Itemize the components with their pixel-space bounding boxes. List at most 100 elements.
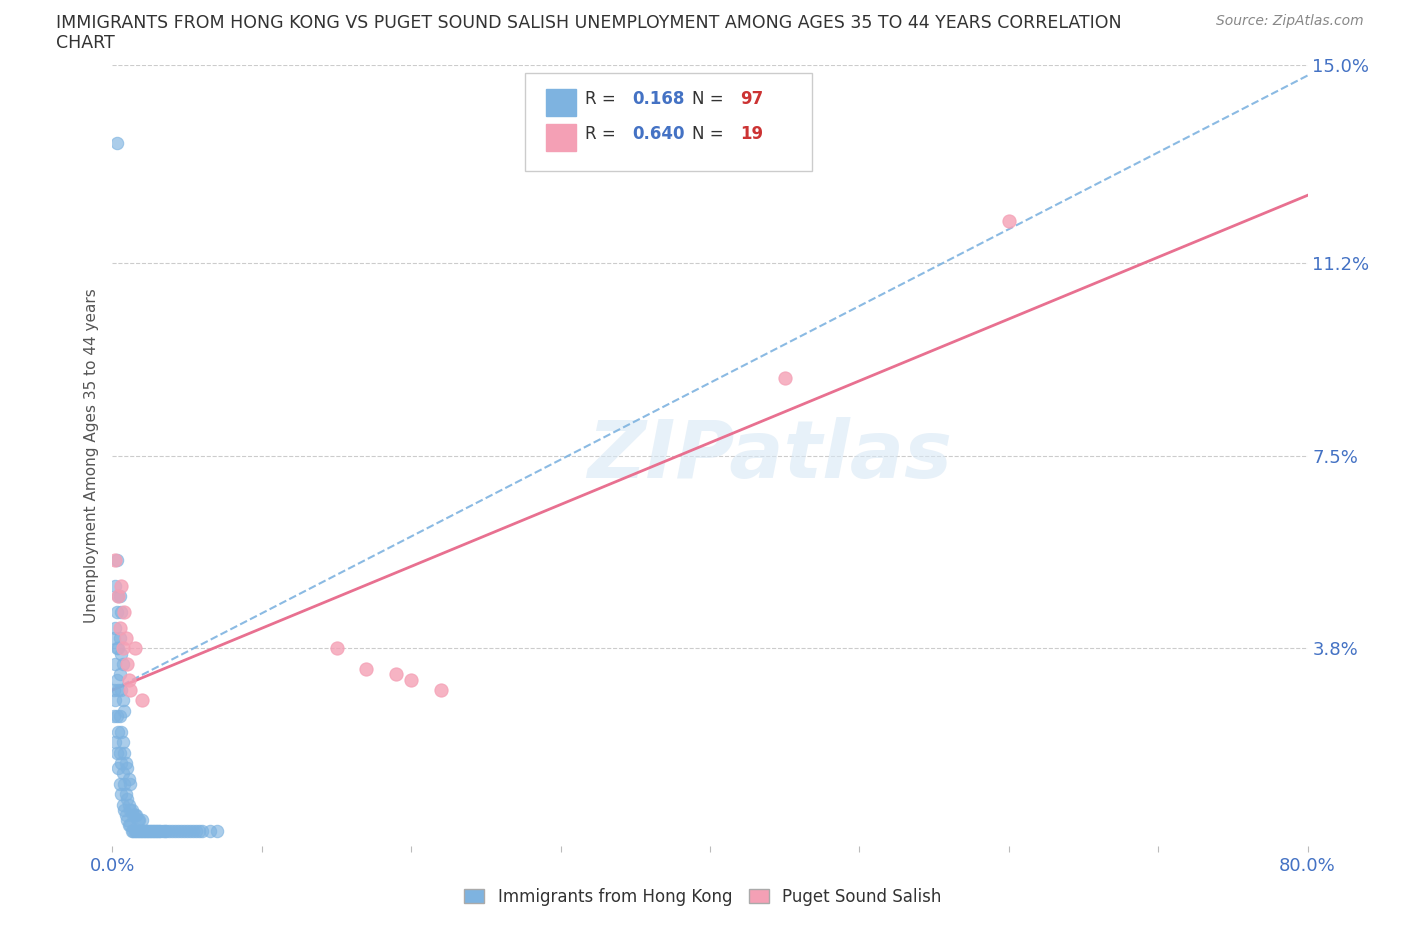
Point — [148, 823, 170, 838]
Point — [107, 683, 129, 698]
Text: CHART: CHART — [56, 34, 115, 52]
Point — [122, 807, 145, 822]
Point — [111, 735, 134, 750]
Point — [108, 777, 131, 791]
Point — [103, 631, 125, 645]
Point — [105, 604, 128, 619]
Point — [131, 813, 153, 828]
Point — [998, 214, 1021, 229]
Point — [188, 823, 211, 838]
Point — [167, 823, 190, 838]
Point — [149, 823, 172, 838]
Point — [773, 370, 796, 385]
Point — [430, 683, 453, 698]
Point — [117, 792, 139, 807]
Point — [157, 823, 180, 838]
Point — [118, 672, 141, 687]
Point — [110, 724, 132, 739]
Point — [135, 823, 157, 838]
Point — [124, 641, 146, 656]
Point — [114, 803, 135, 817]
Point — [108, 667, 131, 682]
Point — [114, 703, 135, 718]
Point — [115, 755, 138, 770]
Point — [111, 766, 134, 781]
Point — [118, 797, 141, 812]
Point — [111, 657, 134, 671]
Point — [125, 823, 148, 838]
Point — [104, 735, 127, 750]
Point — [125, 807, 148, 822]
Point — [105, 709, 128, 724]
Point — [170, 823, 193, 838]
Point — [115, 787, 138, 802]
Point — [118, 771, 141, 786]
Point — [104, 620, 127, 635]
Point — [108, 589, 131, 604]
Point — [162, 823, 183, 838]
Point — [107, 589, 129, 604]
Point — [120, 683, 142, 698]
Point — [145, 823, 167, 838]
Point — [138, 823, 160, 838]
Point — [129, 823, 152, 838]
Text: Source: ZipAtlas.com: Source: ZipAtlas.com — [1216, 14, 1364, 28]
Point — [111, 641, 134, 656]
Point — [110, 755, 132, 770]
Point — [105, 552, 128, 567]
Point — [124, 823, 146, 838]
Point — [111, 797, 134, 812]
FancyBboxPatch shape — [547, 88, 576, 116]
Point — [139, 823, 162, 838]
Point — [108, 620, 131, 635]
Point — [152, 823, 174, 838]
Point — [173, 823, 195, 838]
Point — [104, 693, 127, 708]
Point — [104, 657, 127, 671]
Text: R =: R = — [585, 89, 620, 108]
Point — [105, 672, 128, 687]
Point — [114, 777, 135, 791]
Point — [155, 823, 177, 838]
Point — [121, 803, 143, 817]
Point — [142, 823, 165, 838]
Point — [401, 672, 423, 687]
Point — [108, 745, 131, 760]
Point — [105, 745, 128, 760]
Text: 97: 97 — [740, 89, 763, 108]
Point — [110, 578, 132, 593]
Point — [108, 631, 131, 645]
Point — [120, 803, 142, 817]
Point — [118, 818, 141, 833]
Text: R =: R = — [585, 125, 620, 143]
FancyBboxPatch shape — [524, 73, 811, 170]
Point — [153, 823, 176, 838]
Point — [110, 646, 132, 661]
Point — [114, 745, 135, 760]
Point — [131, 693, 153, 708]
Point — [128, 823, 150, 838]
Point — [120, 777, 142, 791]
Point — [105, 136, 128, 151]
Text: N =: N = — [692, 89, 728, 108]
Point — [127, 813, 149, 828]
Point — [385, 667, 408, 682]
Point — [107, 761, 129, 776]
Point — [110, 787, 132, 802]
Point — [165, 823, 187, 838]
Point — [191, 823, 214, 838]
Point — [110, 604, 132, 619]
Point — [110, 683, 132, 698]
Point — [124, 807, 146, 822]
Point — [107, 641, 129, 656]
Text: N =: N = — [692, 125, 728, 143]
Point — [132, 823, 155, 838]
Point — [131, 823, 153, 838]
Text: 19: 19 — [740, 125, 763, 143]
Text: IMMIGRANTS FROM HONG KONG VS PUGET SOUND SALISH UNEMPLOYMENT AMONG AGES 35 TO 44: IMMIGRANTS FROM HONG KONG VS PUGET SOUND… — [56, 14, 1122, 32]
Point — [115, 631, 138, 645]
Point — [115, 807, 138, 822]
Point — [134, 823, 156, 838]
Point — [205, 823, 228, 838]
Point — [122, 823, 145, 838]
